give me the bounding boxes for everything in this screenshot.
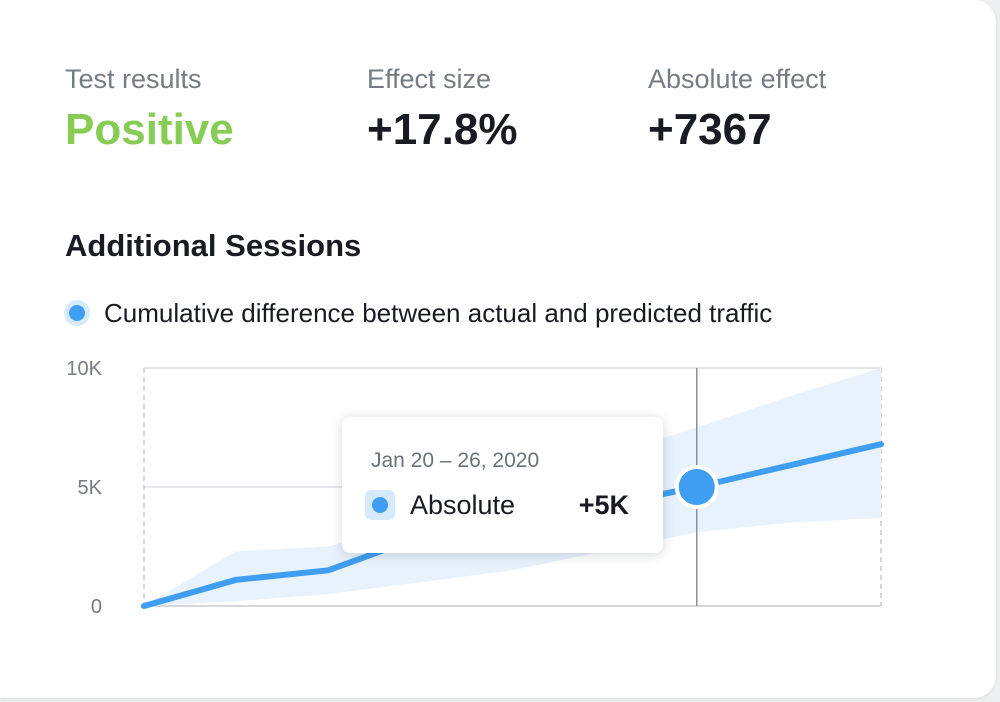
tooltip-value: +5K [578,490,629,520]
legend-label: Cumulative difference between actual and… [104,297,773,328]
legend-dot-icon [69,305,85,321]
chart-legend[interactable]: Cumulative difference between actual and… [63,296,772,330]
chart-tooltip: Jan 20 – 26, 2020 Absolute +5K [342,417,663,553]
effect-size-label: Effect size [367,64,492,94]
y-tick-label-10k: 10K [66,358,102,380]
effect-size-value: +17.8% [367,105,518,154]
effect-size-stat: Effect size +17.8% [367,62,517,158]
absolute-effect-stat: Absolute effect +7367 [648,62,826,158]
tooltip-series-name: Absolute [410,490,516,520]
absolute-effect-label: Absolute effect [648,64,827,94]
y-tick-label-0: 0 [91,596,102,618]
tooltip-series-swatch [365,490,395,520]
highlight-point [674,465,719,509]
chart-title: Additional Sessions [65,228,362,263]
test-results-label: Test results [65,64,202,94]
test-results-value: Positive [65,105,234,154]
y-tick-label-5k: 5K [78,477,103,499]
tooltip-date: Jan 20 – 26, 2020 [371,449,540,472]
tooltip-series-dot-icon [372,497,388,513]
absolute-effect-value: +7367 [648,105,772,154]
test-results-stat: Test results Positive [65,62,234,158]
